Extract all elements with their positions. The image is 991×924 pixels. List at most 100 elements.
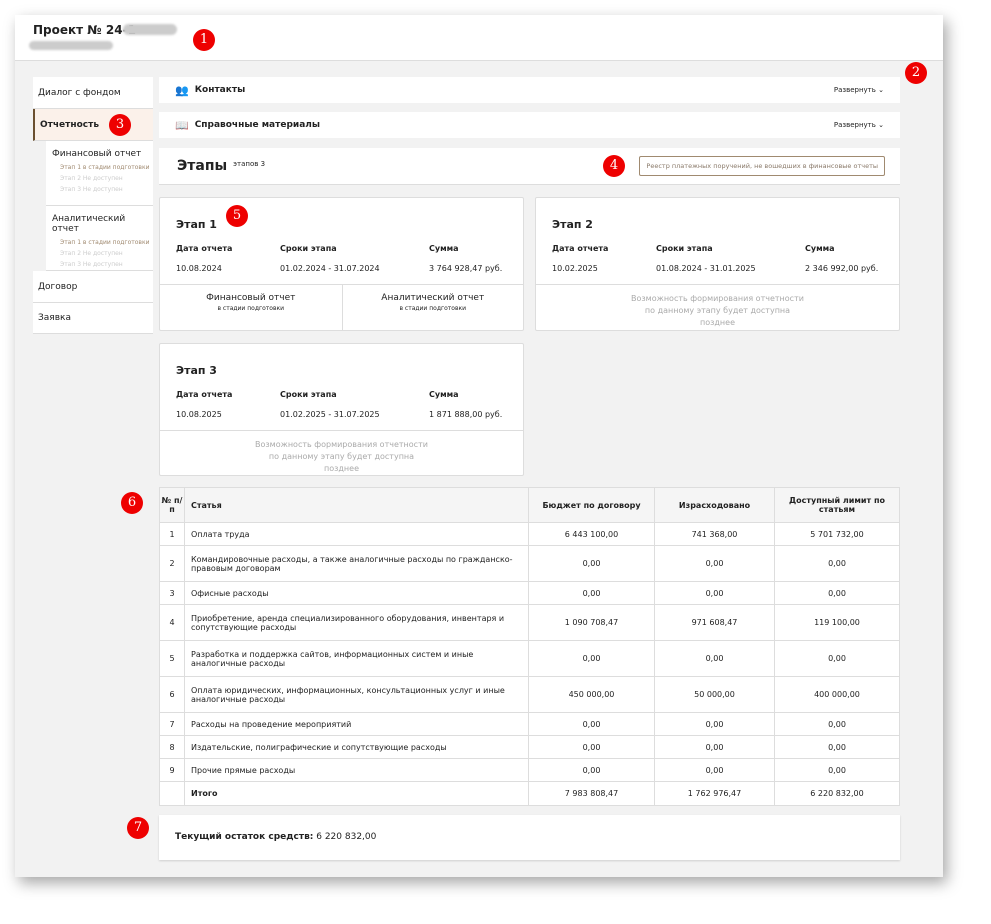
sum-value: 1 871 888,00 руб. <box>429 410 503 419</box>
unavailable-note: Возможность формирования отчетности по д… <box>160 430 523 475</box>
callout-marker: 2 <box>905 62 927 84</box>
header: Проект № 24-1 <box>15 15 943 61</box>
table-cell: 0,00 <box>774 735 900 759</box>
expand-button[interactable]: Развернуть ⌄ <box>834 121 884 129</box>
sub-item[interactable]: Этап 1 в стадии подготовки <box>60 239 150 246</box>
table-cell: 7 <box>159 712 185 736</box>
table-cell: Расходы на проведение мероприятий <box>184 712 529 736</box>
period-label: Сроки этапа <box>280 390 337 399</box>
column-header: Доступный лимит по статьям <box>774 487 900 523</box>
stage-card: Этап 3 Дата отчета Сроки этапа Сумма 10.… <box>159 343 524 476</box>
period-label: Сроки этапа <box>280 244 337 253</box>
references-label: Справочные материалы <box>194 120 320 130</box>
stages-title: Этапы <box>177 158 228 174</box>
chevron-down-icon: ⌄ <box>878 121 884 129</box>
table-cell: 0,00 <box>654 758 775 782</box>
table-cell: 0,00 <box>774 581 900 605</box>
table-cell: 0,00 <box>774 712 900 736</box>
table-cell: 9 <box>159 758 185 782</box>
sidebar-financial-report[interactable]: Финансовый отчет Этап 1 в стадии подгото… <box>46 141 153 206</box>
table-cell: Прочие прямые расходы <box>184 758 529 782</box>
column-header: Бюджет по договору <box>528 487 655 523</box>
table-cell: 0,00 <box>654 735 775 759</box>
stage-title: Этап 2 <box>552 218 593 231</box>
table-cell: 5 <box>159 640 185 677</box>
report-status: в стадии подготовки <box>399 305 467 312</box>
sidebar-analytic-report[interactable]: Аналитический отчет Этап 1 в стадии подг… <box>46 206 153 271</box>
report-button[interactable]: Аналитический отчет в стадии подготовки <box>341 284 523 330</box>
balance-box: Текущий остаток средств: 6 220 832,00 <box>159 815 900 860</box>
period-value: 01.08.2024 - 31.01.2025 <box>656 264 756 273</box>
sub-item: Этап 3 Не доступен <box>60 261 123 268</box>
table-cell: 3 <box>159 581 185 605</box>
table-cell: 6 443 100,00 <box>528 522 655 546</box>
table-cell: 1 762 976,47 <box>654 781 775 806</box>
period-value: 01.02.2025 - 31.07.2025 <box>280 410 380 419</box>
sum-value: 3 764 928,47 руб. <box>429 264 503 273</box>
table-cell: 0,00 <box>774 545 900 582</box>
sidebar-item-application[interactable]: Заявка <box>33 303 153 334</box>
table-cell: 50 000,00 <box>654 676 775 713</box>
table-cell: 6 220 832,00 <box>774 781 900 806</box>
expand-button[interactable]: Развернуть ⌄ <box>834 86 884 94</box>
sidebar-item-dialog[interactable]: Диалог с фондом <box>33 77 153 109</box>
stage-title: Этап 1 <box>176 218 217 231</box>
table-cell: 0,00 <box>774 758 900 782</box>
table-cell: Итого <box>184 781 529 806</box>
sum-label: Сумма <box>805 244 835 253</box>
table-row: 4 Приобретение, аренда специализированног… <box>159 604 900 641</box>
table-row: 8 Издательские, полиграфические и сопутст… <box>159 735 900 759</box>
registry-button[interactable]: Реестр платежных поручений, не вошедших … <box>639 156 885 176</box>
date-label: Дата отчета <box>176 390 233 399</box>
table-cell: 450 000,00 <box>528 676 655 713</box>
table-row: 2 Командировочные расходы, а также аналог… <box>159 545 900 582</box>
table-cell: Оплата труда <box>184 522 529 546</box>
sidebar-item-reports[interactable]: Отчетность <box>33 109 153 141</box>
sidebar-item-label: Отчетность <box>40 119 100 130</box>
table-cell: 4 <box>159 604 185 641</box>
table-cell: 0,00 <box>654 640 775 677</box>
report-button[interactable]: Финансовый отчет в стадии подготовки <box>160 284 342 330</box>
table-cell: 5 701 732,00 <box>774 522 900 546</box>
sub-item[interactable]: Этап 1 в стадии подготовки <box>60 164 150 171</box>
report-status: в стадии подготовки <box>217 305 285 312</box>
date-value: 10.08.2025 <box>176 410 222 419</box>
sidebar-item-contract[interactable]: Договор <box>33 271 153 303</box>
callout-marker: 5 <box>226 205 248 227</box>
table-cell: 6 <box>159 676 185 713</box>
table-cell: 0,00 <box>528 545 655 582</box>
balance-label: Текущий остаток средств: <box>175 832 314 842</box>
book-icon: 📖 <box>175 118 189 132</box>
callout-marker: 6 <box>121 492 143 514</box>
date-label: Дата отчета <box>176 244 233 253</box>
sub-item: Этап 2 Не доступен <box>60 175 123 182</box>
table-cell: 8 <box>159 735 185 759</box>
callout-marker: 3 <box>109 114 131 136</box>
report-title: Аналитический отчет <box>381 293 485 303</box>
redacted-text <box>29 41 113 50</box>
period-value: 01.02.2024 - 31.07.2024 <box>280 264 380 273</box>
column-header: Израсходовано <box>654 487 775 523</box>
table-cell: 2 <box>159 545 185 582</box>
table-cell: 1 <box>159 522 185 546</box>
references-bar[interactable]: 📖 Справочные материалы Развернуть ⌄ <box>159 112 900 138</box>
stages-count: этапов 3 <box>233 160 266 168</box>
page-title: Проект № 24-1 <box>33 23 136 37</box>
sum-label: Сумма <box>429 390 459 399</box>
table-cell: 0,00 <box>528 712 655 736</box>
sub-item: Этап 2 Не доступен <box>60 250 123 257</box>
stage-card: Этап 2 Дата отчета Сроки этапа Сумма 10.… <box>535 197 900 331</box>
chevron-down-icon: ⌄ <box>878 86 884 94</box>
contacts-label: Контакты <box>194 85 246 95</box>
table-cell: Командировочные расходы, а также аналоги… <box>184 545 529 582</box>
stages-header: Этапы этапов 3 Реестр платежных поручени… <box>159 148 900 185</box>
table-cell: Разработка и поддержка сайтов, информаци… <box>184 640 529 677</box>
stage-title: Этап 3 <box>176 364 217 377</box>
sidebar-item-label: Договор <box>38 281 78 292</box>
budget-table: № п/п Статья Бюджет по договору Израсходова… <box>159 487 900 806</box>
expand-label: Развернуть <box>833 121 876 129</box>
contacts-bar[interactable]: 👥 Контакты Развернуть ⌄ <box>159 77 900 103</box>
table-cell: 741 368,00 <box>654 522 775 546</box>
expand-label: Развернуть <box>833 86 876 94</box>
table-cell: 0,00 <box>528 640 655 677</box>
